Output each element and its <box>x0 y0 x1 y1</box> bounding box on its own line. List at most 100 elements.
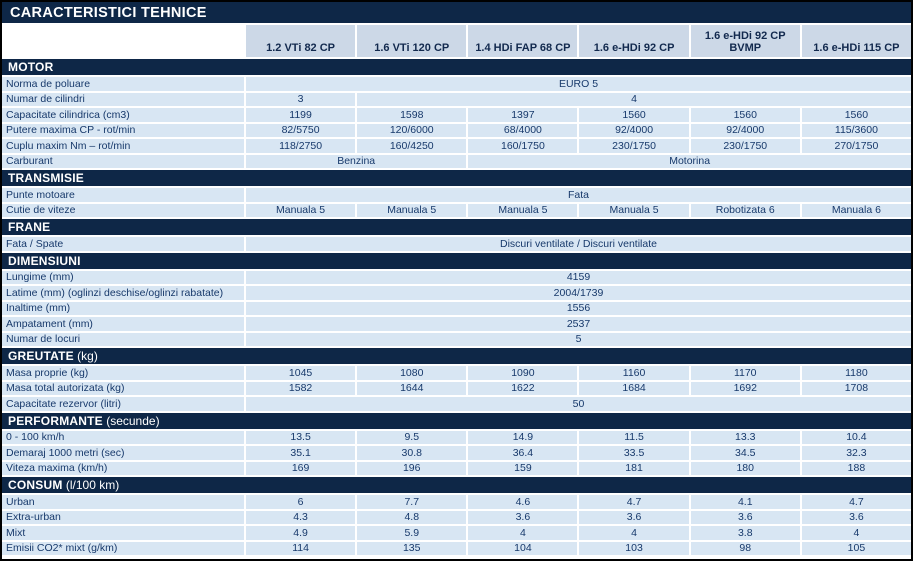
data-cell: 1560 <box>801 108 911 122</box>
data-cell: 4.8 <box>357 510 467 524</box>
data-cell: 6 <box>246 495 356 509</box>
section-header: PERFORMANTE (secunde) <box>2 412 911 429</box>
data-cell: 1170 <box>690 366 800 380</box>
row-label: Demaraj 1000 metri (sec) <box>2 446 244 460</box>
row-label: Inaltime (mm) <box>2 301 244 315</box>
data-cell: Manuala 5 <box>579 203 689 217</box>
data-cell: 1598 <box>357 108 467 122</box>
data-cell: Manuala 5 <box>246 203 356 217</box>
data-cell: 50 <box>246 397 911 411</box>
data-cell: Motorina <box>468 154 911 168</box>
data-cell: 36.4 <box>468 446 578 460</box>
data-cell: 1180 <box>801 366 911 380</box>
data-cell: 105 <box>801 541 911 555</box>
data-cell: 14.9 <box>468 430 578 444</box>
data-cell: Manuala 6 <box>801 203 911 217</box>
data-cell: 120/6000 <box>357 123 467 137</box>
section-title: CONSUM <box>8 478 63 492</box>
column-header: 1.6 e-HDi 92 CP <box>579 25 689 57</box>
data-cell: 1160 <box>579 366 689 380</box>
row-label: Punte motoare <box>2 188 244 202</box>
row-label: Viteza maxima (km/h) <box>2 461 244 475</box>
data-cell: 160/1750 <box>468 139 578 153</box>
data-cell: 1090 <box>468 366 578 380</box>
data-cell: 3.6 <box>579 510 689 524</box>
data-cell: 3.8 <box>690 526 800 540</box>
section-title: PERFORMANTE <box>8 413 103 428</box>
row-label: Masa proprie (kg) <box>2 366 244 380</box>
row-label: Carburant <box>2 154 244 168</box>
section-title-suffix: (kg) <box>73 349 98 363</box>
data-cell: 5.9 <box>357 526 467 540</box>
data-cell: 4.6 <box>468 495 578 509</box>
column-header-spacer <box>2 25 244 57</box>
data-cell: 92/4000 <box>690 123 800 137</box>
data-cell: 68/4000 <box>468 123 578 137</box>
section-title: MOTOR <box>8 60 54 74</box>
data-cell: 9.5 <box>357 430 467 444</box>
data-cell: 10.4 <box>801 430 911 444</box>
data-cell: 4.1 <box>690 495 800 509</box>
data-cell: 1045 <box>246 366 356 380</box>
data-cell: 169 <box>246 461 356 475</box>
data-cell: 5 <box>246 332 911 346</box>
row-label: Capacitate cilindrica (cm3) <box>2 108 244 122</box>
data-cell: 103 <box>579 541 689 555</box>
data-cell: 1622 <box>468 381 578 395</box>
data-cell: 1560 <box>690 108 800 122</box>
section-title: DIMENSIUNI <box>8 253 81 268</box>
row-label: Extra-urban <box>2 510 244 524</box>
data-cell: 82/5750 <box>246 123 356 137</box>
row-label: Latime (mm) (oglinzi deschise/oglinzi ra… <box>2 286 244 300</box>
data-cell: 1199 <box>246 108 356 122</box>
data-cell: 114 <box>246 541 356 555</box>
data-cell: 160/4250 <box>357 139 467 153</box>
section-header: GREUTATE (kg) <box>2 348 911 364</box>
data-cell: 4 <box>579 526 689 540</box>
data-cell: 181 <box>579 461 689 475</box>
data-cell: 1582 <box>246 381 356 395</box>
data-cell: 4.9 <box>246 526 356 540</box>
data-cell: 1708 <box>801 381 911 395</box>
row-label: Numar de locuri <box>2 332 244 346</box>
row-label: Mixt <box>2 526 244 540</box>
section-title: GREUTATE <box>8 349 74 363</box>
section-title-suffix: (secunde) <box>102 413 160 428</box>
data-cell: Fata <box>246 188 911 202</box>
data-cell: 1684 <box>579 381 689 395</box>
row-label: Putere maxima CP - rot/min <box>2 123 244 137</box>
row-label: Fata / Spate <box>2 237 244 251</box>
data-cell: 2004/1739 <box>246 286 911 300</box>
data-cell: 4 <box>468 526 578 540</box>
row-label: Masa total autorizata (kg) <box>2 381 244 395</box>
data-cell: 3.6 <box>690 510 800 524</box>
data-cell: 92/4000 <box>579 123 689 137</box>
data-cell: 230/1750 <box>690 139 800 153</box>
section-header: TRANSMISIE <box>2 170 911 186</box>
data-cell: 4.7 <box>579 495 689 509</box>
column-header: 1.4 HDi FAP 68 CP <box>468 25 578 57</box>
data-cell: 115/3600 <box>801 123 911 137</box>
data-cell: Benzina <box>246 154 467 168</box>
data-cell: 2537 <box>246 317 911 331</box>
row-label: Emisii CO2* mixt (g/km) <box>2 541 244 555</box>
data-cell: 98 <box>690 541 800 555</box>
section-title: FRANE <box>8 220 51 234</box>
data-cell: 32.3 <box>801 446 911 460</box>
data-cell: 35.1 <box>246 446 356 460</box>
data-cell: 196 <box>357 461 467 475</box>
data-cell: EURO 5 <box>246 77 911 91</box>
data-cell: 4159 <box>246 270 911 284</box>
table-title-bar: CARACTERISTICI TEHNICE <box>2 2 911 23</box>
column-header: 1.2 VTi 82 CP <box>246 25 356 57</box>
data-cell: 4 <box>357 92 911 106</box>
data-cell: 188 <box>801 461 911 475</box>
data-cell: 1692 <box>690 381 800 395</box>
data-cell: Manuala 5 <box>468 203 578 217</box>
section-header: CONSUM (l/100 km) <box>2 477 911 493</box>
row-label: Lungime (mm) <box>2 270 244 284</box>
data-cell: 270/1750 <box>801 139 911 153</box>
column-header: 1.6 e-HDi 115 CP <box>801 25 911 57</box>
section-header: MOTOR <box>2 59 911 75</box>
